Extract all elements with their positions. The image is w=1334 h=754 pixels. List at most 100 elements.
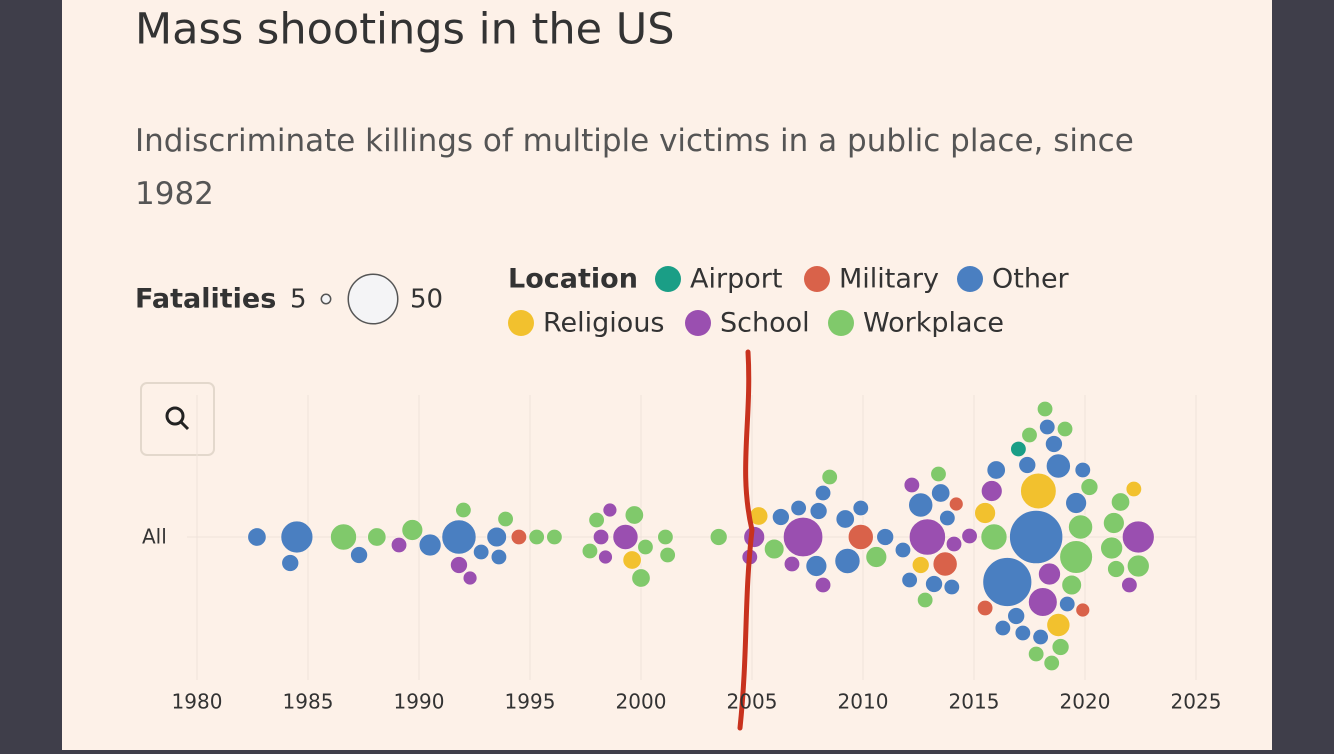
bubble [588,511,605,529]
bubble [865,546,888,568]
bubble [1014,624,1032,642]
bubble [598,549,613,565]
panel [62,0,1272,750]
legend-label: Religious [543,308,665,339]
legend-label: Airport [690,264,782,295]
bubble [948,496,964,512]
search-box[interactable] [140,382,215,456]
bubble [490,548,508,566]
size-legend-label: 5 [290,285,307,315]
bubble [821,468,838,486]
bubble [1010,440,1027,458]
bubble [763,538,785,560]
search-icon [165,406,185,426]
bubble [1043,654,1060,672]
bubble [903,476,921,494]
bubble [528,528,545,546]
bubble [1102,512,1125,534]
bubble [497,510,514,528]
chart-subtitle: Indiscriminate killings of multiple vict… [135,123,1134,212]
bubble [783,555,801,573]
bubble [1045,453,1071,479]
search-button[interactable] [140,382,215,456]
bubble [1059,540,1093,574]
bubble [449,556,468,574]
bubble [835,509,855,529]
legend-swatch [957,266,983,292]
bubble [1020,472,1057,510]
bubble [814,576,832,594]
plot [187,395,1197,680]
bubble [280,520,314,554]
bubble [1027,645,1045,663]
size-legend-label: 50 [410,285,443,315]
bubble [1126,554,1150,578]
size-legend-circle [347,273,399,325]
bubble [894,541,912,559]
bubble [510,528,528,546]
legend-label: Other [992,264,1070,295]
bubble [980,480,1003,502]
bubble [330,523,358,551]
x-tick-label: 1995 [505,690,556,714]
bubble [809,502,828,520]
bubble [1075,602,1091,618]
bubble [982,557,1033,607]
bubble [367,527,387,547]
bubble [592,528,610,546]
bubble [931,483,951,503]
bubble [1068,514,1094,540]
bubble [771,508,790,526]
size-legend-circle [320,293,332,305]
bubble [901,571,918,589]
x-tick-label: 2015 [949,690,1000,714]
legend-swatch [828,310,854,336]
legend-swatch [655,266,681,292]
bubble [637,538,654,556]
bubble [602,502,618,518]
chart-title: Mass shootings in the US [135,5,675,55]
bubble [908,518,946,556]
bubble [945,535,963,553]
bubble [980,523,1008,551]
bubble [1059,595,1076,613]
bubble [1027,587,1058,617]
bubble [790,499,807,517]
bubble [814,484,832,502]
legend-swatch [685,310,711,336]
x-tick-label: 1980 [172,690,223,714]
search-icon-handle [179,420,190,431]
bubble [939,509,956,527]
bubble [1110,492,1131,512]
legend-label: Military [839,264,939,295]
bubble [1021,426,1038,444]
bubble [1107,560,1126,578]
bubble [932,551,958,577]
size-legend-title: Fatalities [135,284,276,315]
bubble [462,570,478,586]
bubble [994,619,1012,637]
bubble [876,528,895,546]
bubble [622,550,642,570]
bubble [612,523,639,551]
bubble [1032,628,1049,646]
bubble [486,526,507,548]
x-tick-label: 2025 [1171,690,1222,714]
bubble [1051,638,1070,656]
x-tick-label: 1990 [394,690,445,714]
bubble [1009,509,1064,565]
bubble [911,556,930,574]
pen-annotation [737,349,755,731]
bubble [916,591,934,609]
bubble [1036,400,1054,418]
bubble [834,547,861,575]
bubble [847,523,874,551]
bubble [1074,461,1092,479]
bubble [930,465,947,483]
bubble [1061,574,1082,596]
bubble [976,599,994,617]
x-tick-label: 2000 [616,690,667,714]
bubble [805,555,828,577]
bubble [350,546,369,564]
x-tick-label: 2010 [838,690,889,714]
